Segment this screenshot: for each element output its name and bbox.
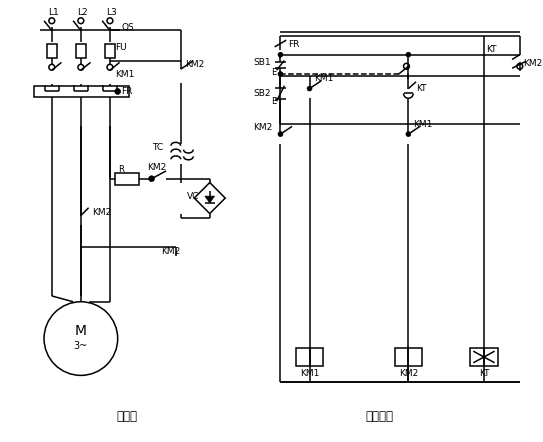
Text: KM2: KM2 xyxy=(254,123,273,132)
Text: FR: FR xyxy=(122,87,133,96)
Text: KM1: KM1 xyxy=(115,69,134,79)
Text: L3: L3 xyxy=(106,8,117,16)
Text: QS: QS xyxy=(122,23,134,32)
Text: KM2: KM2 xyxy=(92,208,112,217)
Text: SB1: SB1 xyxy=(254,58,271,67)
Bar xyxy=(105,44,115,57)
Bar xyxy=(76,44,86,57)
Circle shape xyxy=(49,65,55,70)
Bar xyxy=(115,173,139,184)
Bar xyxy=(296,348,323,366)
Text: TC: TC xyxy=(151,143,163,152)
Text: KM1: KM1 xyxy=(300,369,319,378)
Text: VC: VC xyxy=(186,192,199,201)
Text: KM2: KM2 xyxy=(147,163,166,171)
Text: SB2: SB2 xyxy=(254,89,271,98)
Text: KT: KT xyxy=(479,369,489,378)
Text: KM2: KM2 xyxy=(399,369,418,378)
Circle shape xyxy=(307,86,312,91)
Circle shape xyxy=(149,176,155,182)
Circle shape xyxy=(107,18,113,23)
Text: KM1: KM1 xyxy=(413,120,433,129)
Bar xyxy=(47,44,56,57)
Circle shape xyxy=(107,65,113,70)
Polygon shape xyxy=(205,196,214,203)
Circle shape xyxy=(78,18,84,23)
Circle shape xyxy=(517,63,523,69)
Circle shape xyxy=(406,132,411,137)
Circle shape xyxy=(115,88,121,95)
Text: KM2: KM2 xyxy=(161,247,180,256)
Bar xyxy=(470,348,497,366)
Bar xyxy=(395,348,422,366)
Circle shape xyxy=(403,63,409,69)
Text: L2: L2 xyxy=(77,8,87,16)
Circle shape xyxy=(49,18,55,23)
Text: KM1: KM1 xyxy=(314,74,334,84)
Circle shape xyxy=(78,65,84,70)
Text: E: E xyxy=(271,68,276,76)
Text: M: M xyxy=(75,324,87,338)
Circle shape xyxy=(44,302,118,375)
Text: KM2: KM2 xyxy=(523,59,542,68)
Text: 控制电路: 控制电路 xyxy=(365,410,393,423)
Text: 主电路: 主电路 xyxy=(117,410,138,423)
Text: R: R xyxy=(118,165,124,175)
Circle shape xyxy=(278,52,283,57)
Text: E: E xyxy=(271,97,276,106)
Circle shape xyxy=(406,52,411,57)
Circle shape xyxy=(278,72,283,76)
Text: KT: KT xyxy=(486,46,496,54)
Text: KM2: KM2 xyxy=(186,60,205,69)
Circle shape xyxy=(278,132,283,137)
Polygon shape xyxy=(194,183,225,213)
Text: KT: KT xyxy=(416,84,427,93)
Text: L1: L1 xyxy=(48,8,59,16)
Text: FU: FU xyxy=(115,43,127,52)
Text: 3~: 3~ xyxy=(74,341,88,351)
Bar xyxy=(34,86,129,97)
Text: FR: FR xyxy=(288,41,300,50)
